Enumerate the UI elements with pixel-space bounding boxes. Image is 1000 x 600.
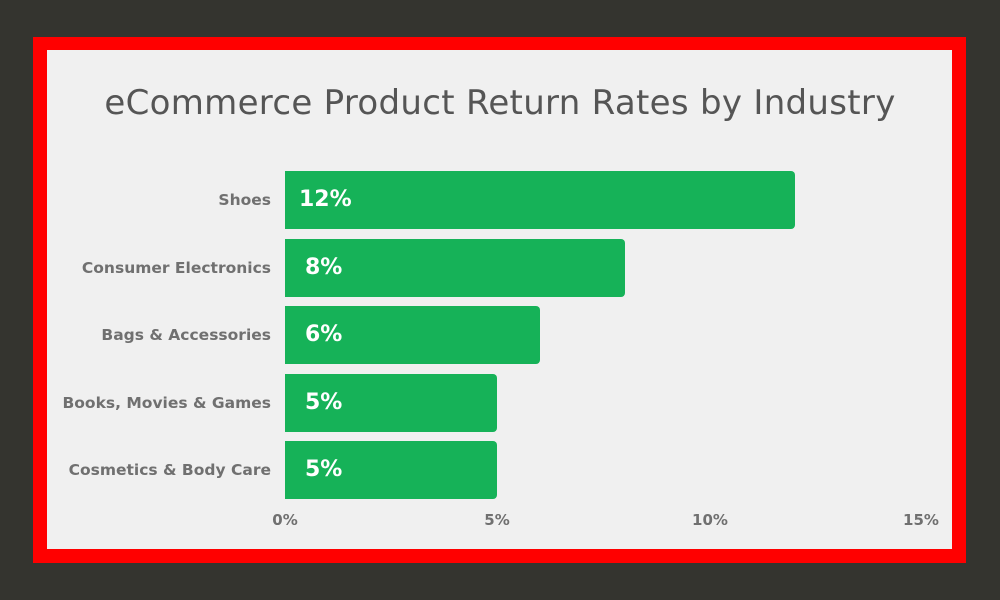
bar-shoes: 12% bbox=[285, 171, 795, 229]
bar-bags-accessories: 6% bbox=[285, 306, 540, 364]
bar-value-label: 12% bbox=[299, 187, 352, 212]
x-tick-label: 5% bbox=[484, 511, 510, 529]
chart-title: eCommerce Product Return Rates by Indust… bbox=[104, 83, 896, 123]
bar-consumer-electronics: 8% bbox=[285, 239, 625, 297]
bar-value-label: 5% bbox=[305, 390, 343, 415]
category-label: Consumer Electronics bbox=[81, 259, 271, 277]
category-label: Books, Movies & Games bbox=[62, 394, 271, 412]
x-tick-label: 10% bbox=[692, 511, 728, 529]
category-label: Cosmetics & Body Care bbox=[68, 461, 271, 479]
category-label: Bags & Accessories bbox=[101, 326, 271, 344]
bar-books-movies-games: 5% bbox=[285, 374, 497, 432]
x-tick-label: 15% bbox=[903, 511, 939, 529]
bar-value-label: 5% bbox=[305, 457, 343, 482]
bar-cosmetics-body-care: 5% bbox=[285, 441, 497, 499]
category-label: Shoes bbox=[218, 191, 271, 209]
x-tick-label: 0% bbox=[272, 511, 298, 529]
bar-value-label: 8% bbox=[305, 255, 343, 280]
chart-panel bbox=[47, 50, 952, 549]
bar-value-label: 6% bbox=[305, 322, 343, 347]
